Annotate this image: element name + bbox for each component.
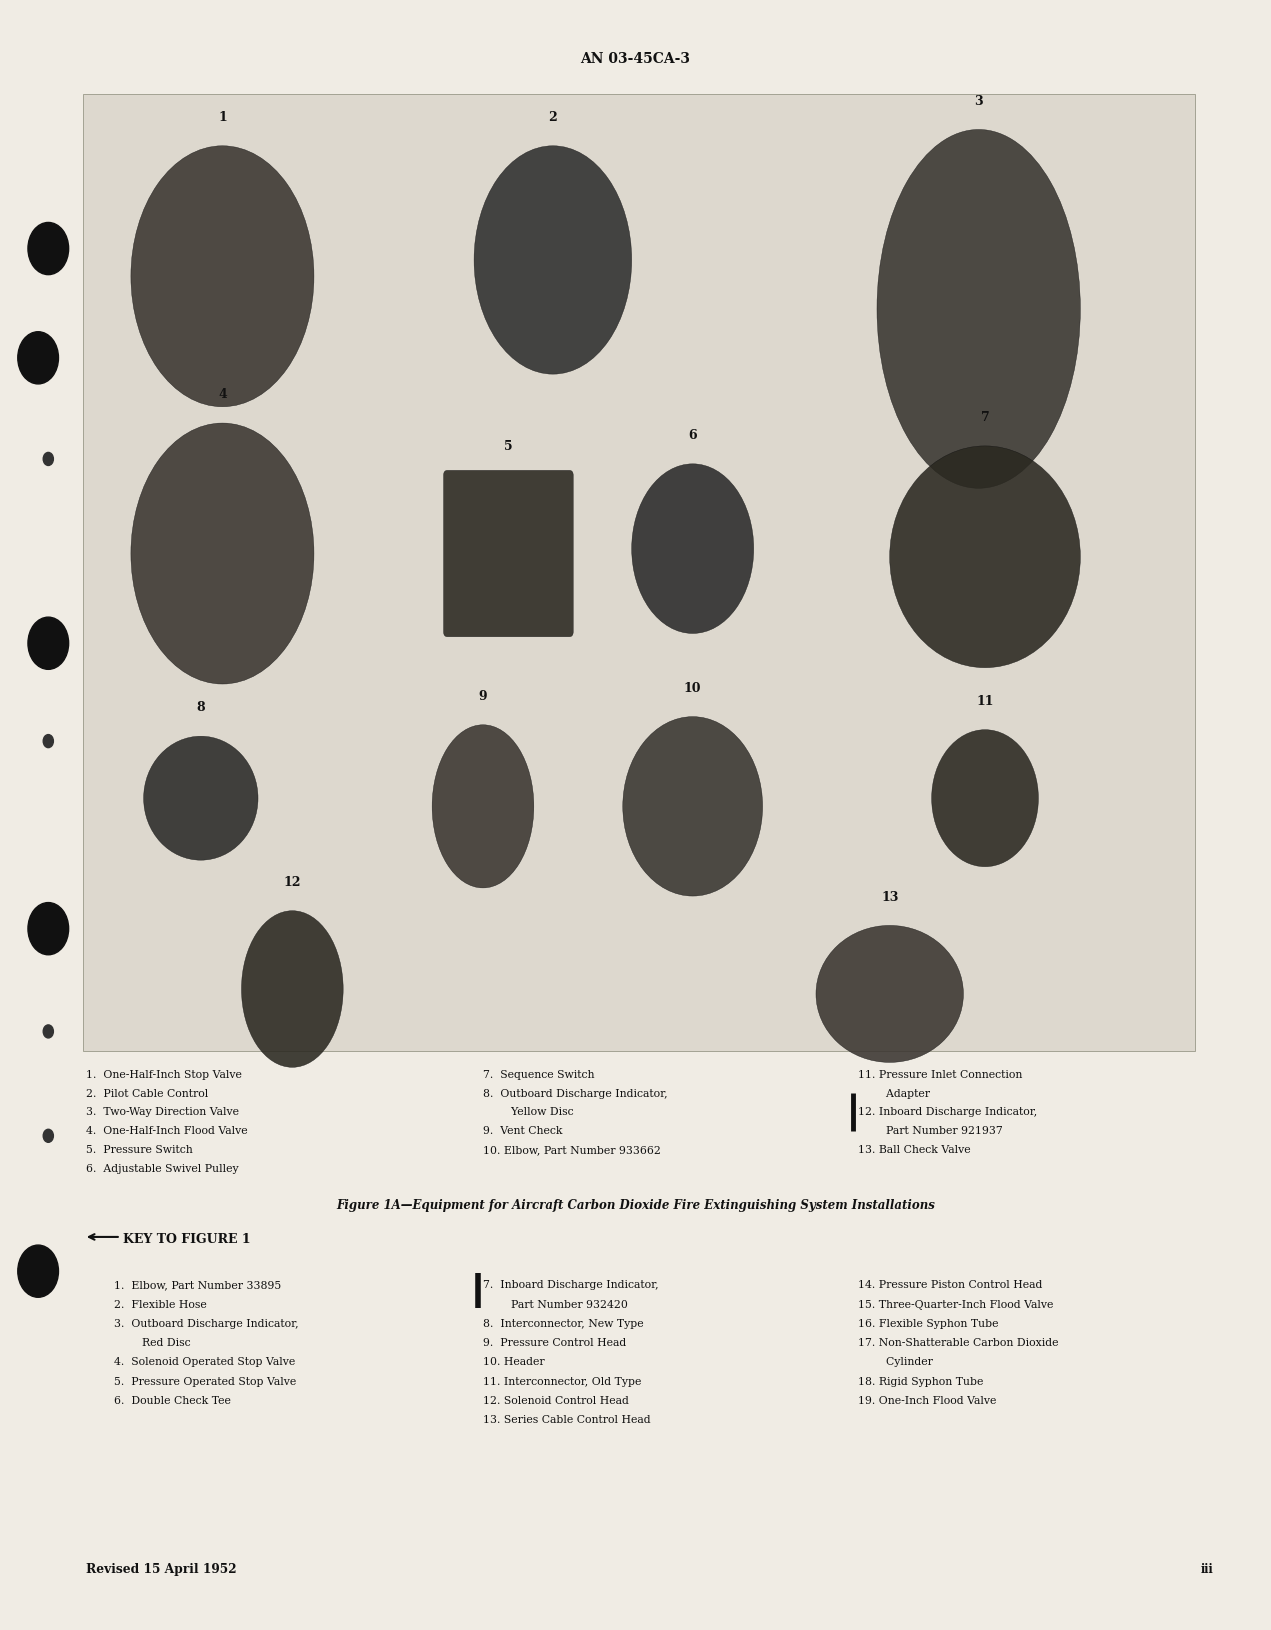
Text: 4: 4 [219, 388, 226, 401]
Text: 11. Interconnector, Old Type: 11. Interconnector, Old Type [483, 1376, 642, 1386]
Text: 7.  Sequence Switch: 7. Sequence Switch [483, 1069, 595, 1079]
Circle shape [43, 453, 53, 466]
Ellipse shape [241, 911, 343, 1068]
Text: 10. Header: 10. Header [483, 1356, 544, 1366]
Text: Part Number 932420: Part Number 932420 [483, 1299, 628, 1309]
Text: Red Disc: Red Disc [114, 1337, 191, 1348]
Text: 12. Inboard Discharge Indicator,: 12. Inboard Discharge Indicator, [858, 1107, 1037, 1117]
Text: 7: 7 [981, 411, 989, 424]
Text: 13. Ball Check Valve: 13. Ball Check Valve [858, 1144, 971, 1154]
Text: 16. Flexible Syphon Tube: 16. Flexible Syphon Tube [858, 1319, 999, 1328]
Ellipse shape [131, 424, 314, 685]
Ellipse shape [816, 926, 963, 1063]
Text: 3.  Two-Way Direction Valve: 3. Two-Way Direction Valve [86, 1107, 239, 1117]
Text: 9.  Pressure Control Head: 9. Pressure Control Head [483, 1337, 627, 1348]
Ellipse shape [144, 737, 258, 861]
Text: Part Number 921937: Part Number 921937 [858, 1125, 1003, 1136]
Text: 8.  Interconnector, New Type: 8. Interconnector, New Type [483, 1319, 643, 1328]
Text: iii: iii [1201, 1562, 1214, 1575]
Text: 11: 11 [976, 694, 994, 707]
Text: 1: 1 [219, 111, 226, 124]
Text: 9: 9 [479, 689, 487, 703]
Circle shape [43, 1025, 53, 1038]
Ellipse shape [432, 725, 534, 888]
FancyBboxPatch shape [444, 471, 573, 637]
Text: 5.  Pressure Switch: 5. Pressure Switch [86, 1144, 193, 1154]
Text: 2.  Pilot Cable Control: 2. Pilot Cable Control [86, 1089, 208, 1099]
Circle shape [28, 618, 69, 670]
Circle shape [18, 1245, 58, 1297]
Text: AN 03-45CA-3: AN 03-45CA-3 [581, 52, 690, 65]
Ellipse shape [932, 730, 1038, 867]
Text: 18. Rigid Syphon Tube: 18. Rigid Syphon Tube [858, 1376, 984, 1386]
Text: 8: 8 [197, 701, 205, 714]
Text: 19. One-Inch Flood Valve: 19. One-Inch Flood Valve [858, 1395, 996, 1405]
Text: Revised 15 April 1952: Revised 15 April 1952 [86, 1562, 238, 1575]
Text: 11. Pressure Inlet Connection: 11. Pressure Inlet Connection [858, 1069, 1022, 1079]
Ellipse shape [623, 717, 763, 897]
Circle shape [43, 1130, 53, 1143]
Text: 10. Elbow, Part Number 933662: 10. Elbow, Part Number 933662 [483, 1144, 661, 1154]
Text: 7.  Inboard Discharge Indicator,: 7. Inboard Discharge Indicator, [483, 1280, 658, 1289]
Text: 5: 5 [505, 440, 512, 453]
Circle shape [28, 903, 69, 955]
Text: KEY TO FIGURE 1: KEY TO FIGURE 1 [123, 1232, 250, 1245]
Text: 17. Non-Shatterable Carbon Dioxide: 17. Non-Shatterable Carbon Dioxide [858, 1337, 1059, 1348]
Ellipse shape [890, 447, 1080, 668]
Text: 5.  Pressure Operated Stop Valve: 5. Pressure Operated Stop Valve [114, 1376, 296, 1386]
Ellipse shape [131, 147, 314, 408]
Text: 8.  Outboard Discharge Indicator,: 8. Outboard Discharge Indicator, [483, 1089, 667, 1099]
Text: 1.  Elbow, Part Number 33895: 1. Elbow, Part Number 33895 [114, 1280, 282, 1289]
Ellipse shape [474, 147, 632, 375]
Text: 13. Series Cable Control Head: 13. Series Cable Control Head [483, 1415, 651, 1425]
Circle shape [43, 735, 53, 748]
Text: Adapter: Adapter [858, 1089, 930, 1099]
Text: Figure 1A—Equipment for Aircraft Carbon Dioxide Fire Extinguishing System Instal: Figure 1A—Equipment for Aircraft Carbon … [336, 1198, 935, 1211]
Text: 13: 13 [881, 890, 899, 903]
Text: Cylinder: Cylinder [858, 1356, 933, 1366]
Text: 4.  One-Half-Inch Flood Valve: 4. One-Half-Inch Flood Valve [86, 1125, 248, 1136]
Circle shape [28, 223, 69, 275]
Text: 12: 12 [283, 875, 301, 888]
Text: 10: 10 [684, 681, 702, 694]
Text: Yellow Disc: Yellow Disc [483, 1107, 573, 1117]
Text: 2.  Flexible Hose: 2. Flexible Hose [114, 1299, 207, 1309]
Text: 4.  Solenoid Operated Stop Valve: 4. Solenoid Operated Stop Valve [114, 1356, 296, 1366]
Text: 6: 6 [689, 429, 697, 442]
Ellipse shape [632, 465, 754, 634]
Text: 9.  Vent Check: 9. Vent Check [483, 1125, 563, 1136]
Ellipse shape [877, 130, 1080, 489]
Text: 14. Pressure Piston Control Head: 14. Pressure Piston Control Head [858, 1280, 1042, 1289]
Circle shape [18, 333, 58, 385]
Bar [83, 95, 1195, 1051]
Text: 15. Three-Quarter-Inch Flood Valve: 15. Three-Quarter-Inch Flood Valve [858, 1299, 1054, 1309]
Text: 6.  Adjustable Swivel Pulley: 6. Adjustable Swivel Pulley [86, 1164, 239, 1174]
Text: 3: 3 [975, 95, 982, 108]
Text: 6.  Double Check Tee: 6. Double Check Tee [114, 1395, 231, 1405]
Text: 2: 2 [549, 111, 557, 124]
Text: 12. Solenoid Control Head: 12. Solenoid Control Head [483, 1395, 629, 1405]
Text: 3.  Outboard Discharge Indicator,: 3. Outboard Discharge Indicator, [114, 1319, 299, 1328]
Text: 1.  One-Half-Inch Stop Valve: 1. One-Half-Inch Stop Valve [86, 1069, 243, 1079]
